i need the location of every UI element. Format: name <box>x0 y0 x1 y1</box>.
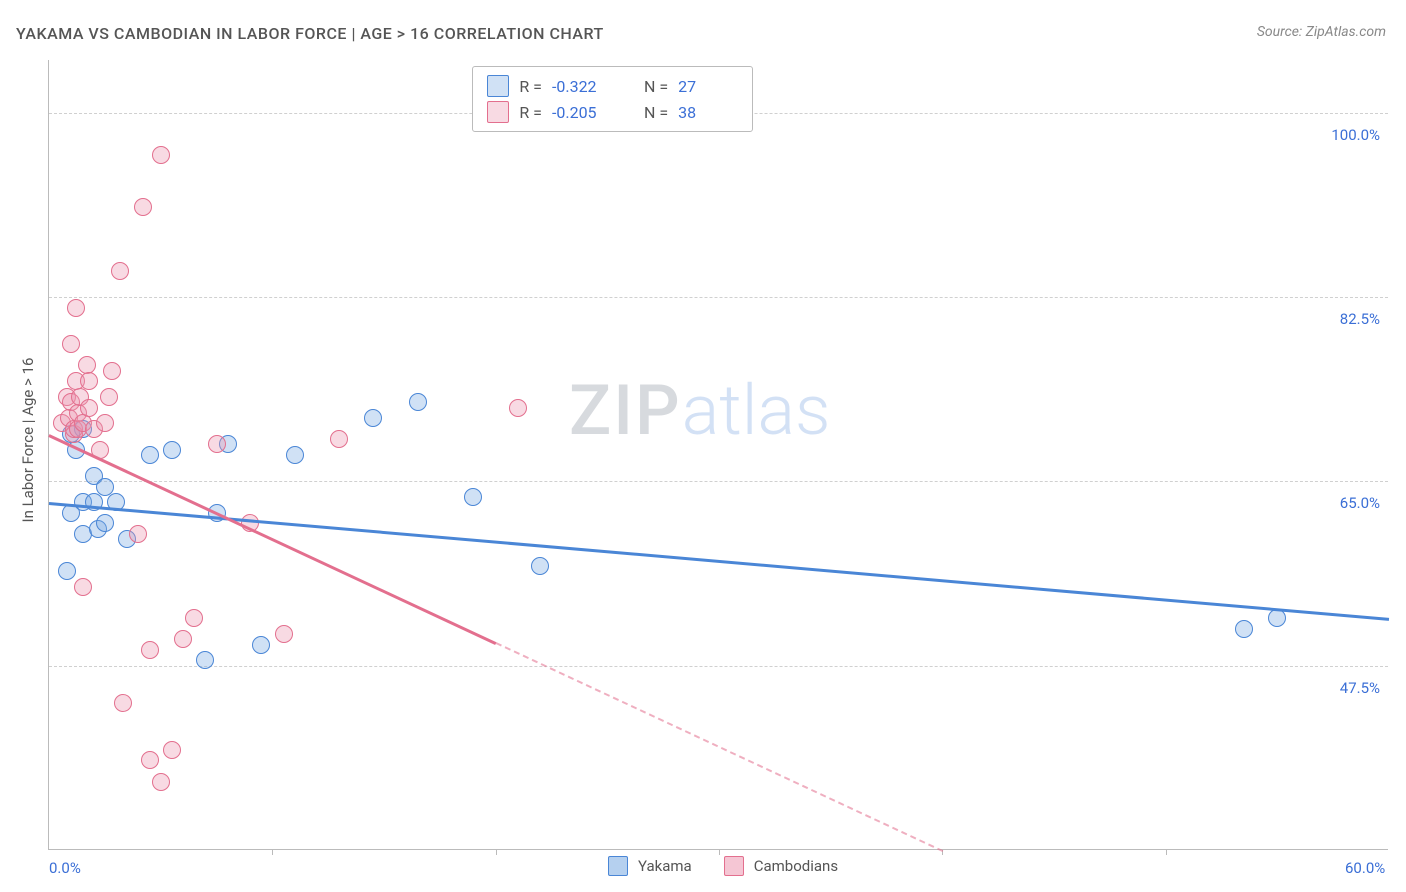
x-tick <box>1166 849 1167 855</box>
correlation-legend: R = -0.322 N = 27 R = -0.205 N = 38 <box>472 66 753 132</box>
scatter-point <box>141 751 159 769</box>
legend-swatch <box>487 75 509 97</box>
scatter-point <box>141 446 159 464</box>
y-tick-label: 47.5% <box>1340 679 1380 697</box>
scatter-point <box>286 446 304 464</box>
n-label: N = <box>644 103 668 122</box>
legend-swatch <box>487 101 509 123</box>
legend-row: R = -0.205 N = 38 <box>487 99 738 125</box>
scatter-point <box>208 435 226 453</box>
watermark: ZIPatlas <box>569 370 831 452</box>
scatter-point <box>129 525 147 543</box>
y-tick-label: 65.0% <box>1340 494 1380 512</box>
scatter-point <box>275 625 293 643</box>
scatter-point <box>163 441 181 459</box>
gridline <box>49 481 1388 482</box>
legend-row: R = -0.322 N = 27 <box>487 73 738 99</box>
y-tick-label: 82.5% <box>1340 310 1380 328</box>
n-label: N = <box>644 77 668 96</box>
gridline <box>49 297 1388 298</box>
y-tick-label: 100.0% <box>1331 126 1380 144</box>
legend-label: Yakama <box>638 857 692 875</box>
scatter-point <box>252 636 270 654</box>
scatter-point <box>134 198 152 216</box>
gridline <box>49 666 1388 667</box>
scatter-point <box>174 630 192 648</box>
x-tick <box>272 849 273 855</box>
trend-line <box>48 434 496 644</box>
n-value: 27 <box>678 77 738 96</box>
scatter-point <box>196 651 214 669</box>
watermark-zip: ZIP <box>569 370 682 452</box>
scatter-point <box>1235 620 1253 638</box>
r-label: R = <box>519 103 542 122</box>
source-attribution: Source: ZipAtlas.com <box>1257 24 1386 40</box>
scatter-point <box>464 488 482 506</box>
chart-plot-area: ZIPatlas 47.5%65.0%82.5%100.0%0.0%60.0% <box>48 60 1388 850</box>
x-tick <box>719 849 720 855</box>
scatter-point <box>1268 609 1286 627</box>
legend-label: Cambodians <box>754 857 838 875</box>
watermark-atlas: atlas <box>682 370 831 452</box>
r-label: R = <box>519 77 542 96</box>
scatter-point <box>364 409 382 427</box>
y-axis-title: In Labor Force | Age > 16 <box>19 358 37 523</box>
scatter-point <box>111 262 129 280</box>
scatter-point <box>152 146 170 164</box>
x-tick-label: 0.0% <box>49 859 81 877</box>
scatter-point <box>74 578 92 596</box>
x-tick-label: 60.0% <box>1345 859 1385 877</box>
scatter-point <box>330 430 348 448</box>
r-value: -0.322 <box>552 77 612 96</box>
scatter-point <box>531 557 549 575</box>
scatter-point <box>163 741 181 759</box>
scatter-point <box>103 362 121 380</box>
scatter-point <box>96 478 114 496</box>
scatter-point <box>67 299 85 317</box>
scatter-point <box>62 335 80 353</box>
trend-line <box>495 642 943 852</box>
scatter-point <box>152 773 170 791</box>
legend-swatch <box>608 856 628 876</box>
scatter-point <box>141 641 159 659</box>
x-tick <box>496 849 497 855</box>
legend-swatch <box>724 856 744 876</box>
scatter-point <box>100 388 118 406</box>
scatter-point <box>80 372 98 390</box>
scatter-point <box>58 562 76 580</box>
series-legend: Yakama Cambodians <box>608 856 860 876</box>
scatter-point <box>96 414 114 432</box>
scatter-point <box>114 694 132 712</box>
scatter-point <box>409 393 427 411</box>
scatter-point <box>96 514 114 532</box>
scatter-point <box>80 399 98 417</box>
trend-line <box>49 502 1389 620</box>
scatter-point <box>185 609 203 627</box>
chart-title: YAKAMA VS CAMBODIAN IN LABOR FORCE | AGE… <box>16 24 604 43</box>
scatter-point <box>509 399 527 417</box>
r-value: -0.205 <box>552 103 612 122</box>
n-value: 38 <box>678 103 738 122</box>
